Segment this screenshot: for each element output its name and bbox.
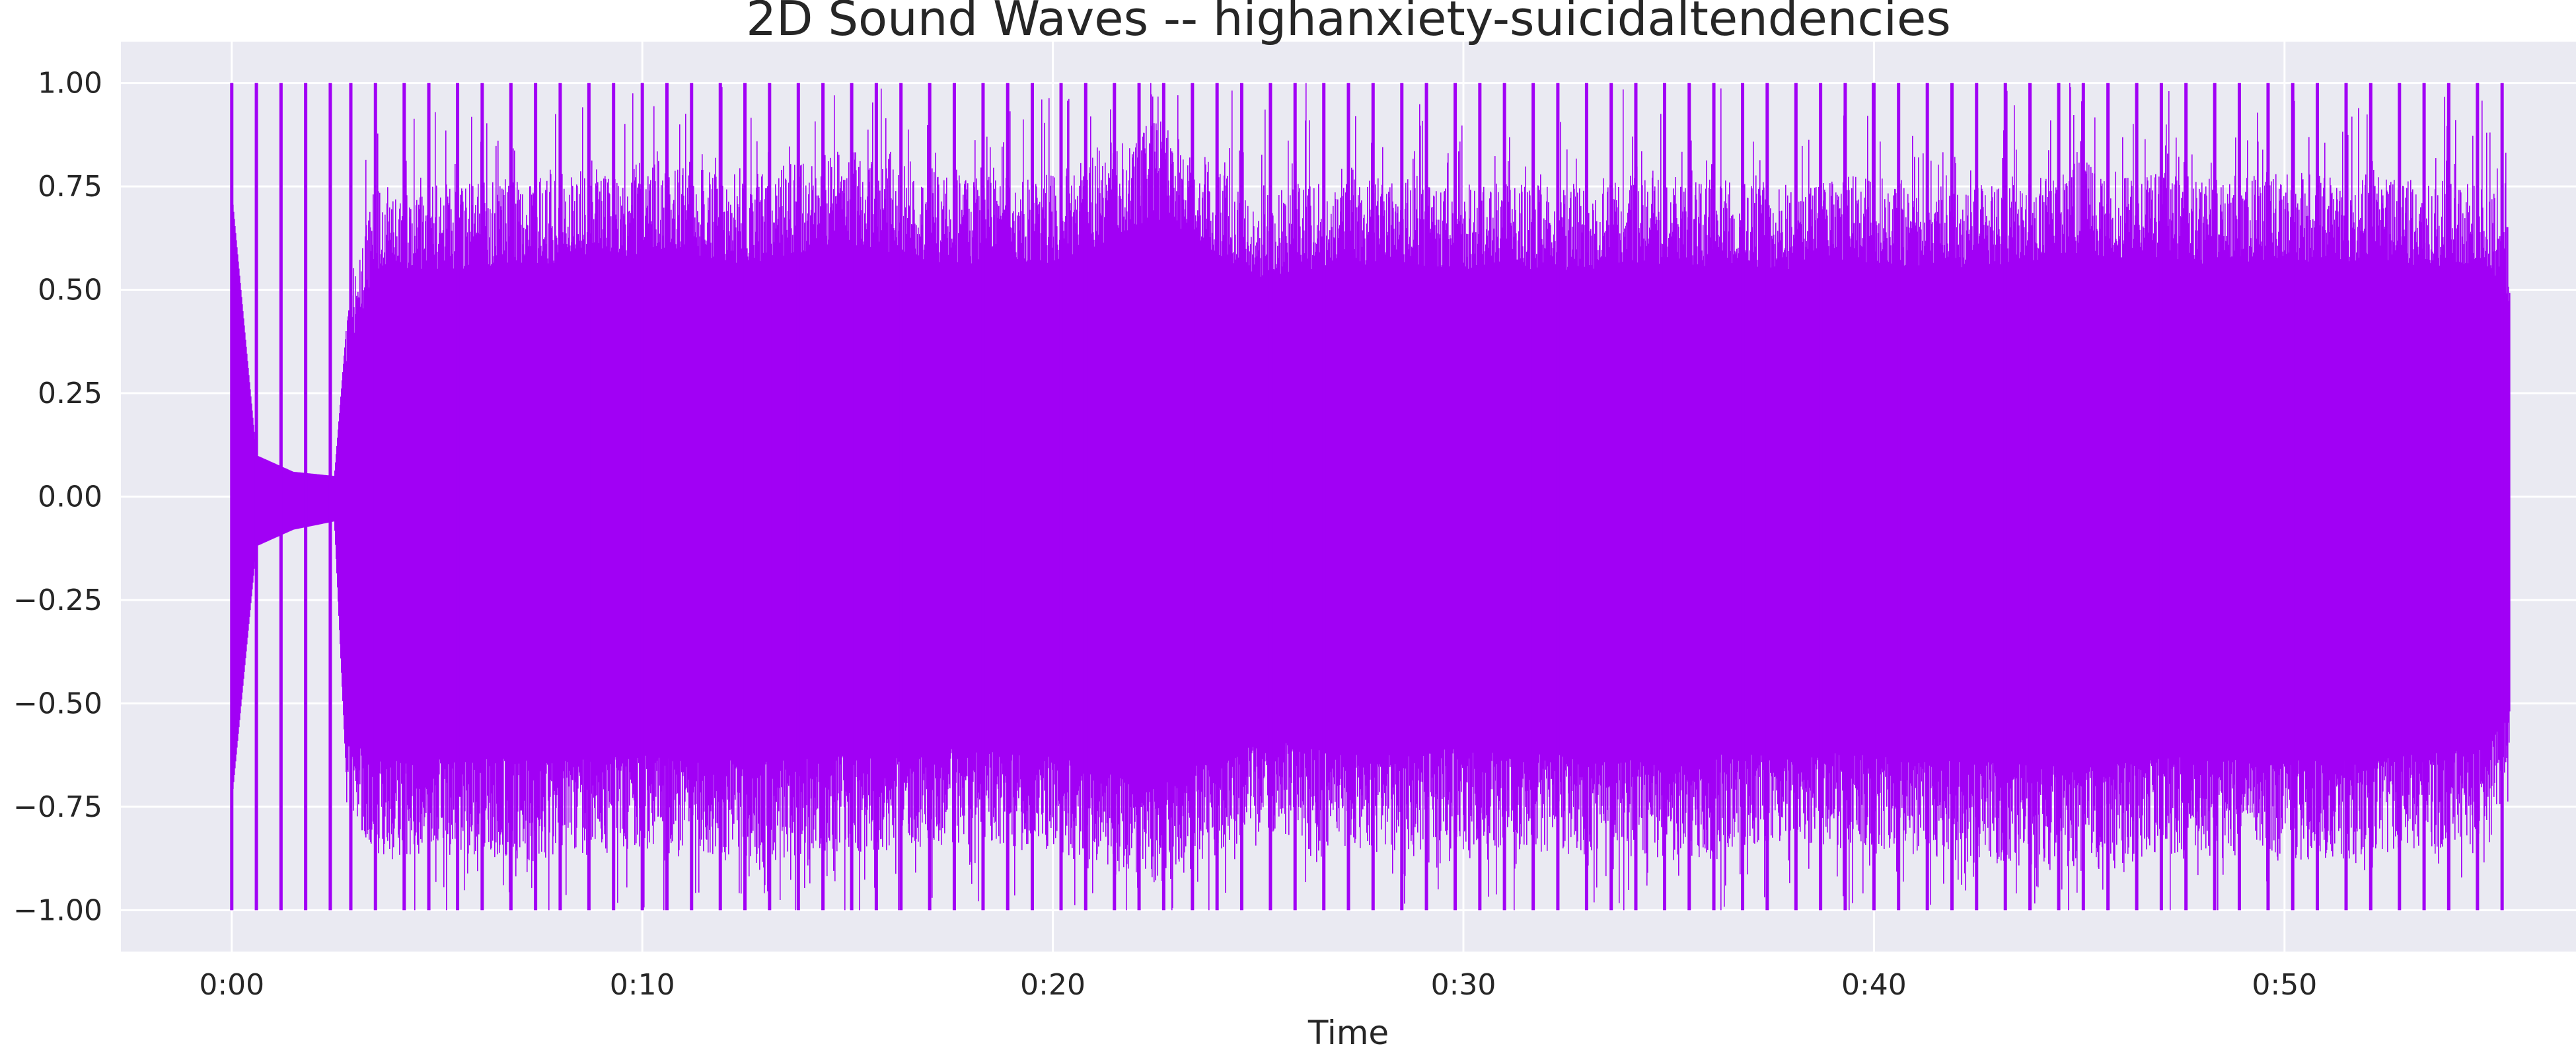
y-tick-label: −0.75 xyxy=(13,790,102,824)
y-tick-label: 0.25 xyxy=(38,377,102,410)
y-tick-label: 0.00 xyxy=(38,480,102,514)
x-axis-label: Time xyxy=(1307,1014,1389,1052)
x-tick-label: 0:30 xyxy=(1431,968,1496,1002)
waveform xyxy=(230,83,2511,911)
y-axis-tick-labels: 1.00 0.75 0.50 0.25 0.00 −0.25 −0.50 −0.75 −1.00 xyxy=(13,67,102,928)
chart-title: 2D Sound Waves -- highanxiety-suicidalte… xyxy=(746,0,1951,46)
y-tick-label: 0.75 xyxy=(38,170,102,204)
x-tick-label: 0:10 xyxy=(610,968,675,1002)
x-tick-label: 0:00 xyxy=(199,968,264,1002)
y-tick-label: −1.00 xyxy=(13,893,102,927)
y-tick-label: 0.50 xyxy=(38,274,102,307)
x-tick-label: 0:40 xyxy=(1841,968,1907,1002)
y-tick-label: −0.50 xyxy=(13,687,102,720)
x-axis-tick-labels: 0:00 0:10 0:20 0:30 0:40 0:50 xyxy=(199,968,2317,1002)
y-tick-label: −0.25 xyxy=(13,583,102,617)
y-tick-label: 1.00 xyxy=(38,67,102,100)
x-tick-label: 0:20 xyxy=(1020,968,1086,1002)
x-tick-label: 0:50 xyxy=(2252,968,2317,1002)
